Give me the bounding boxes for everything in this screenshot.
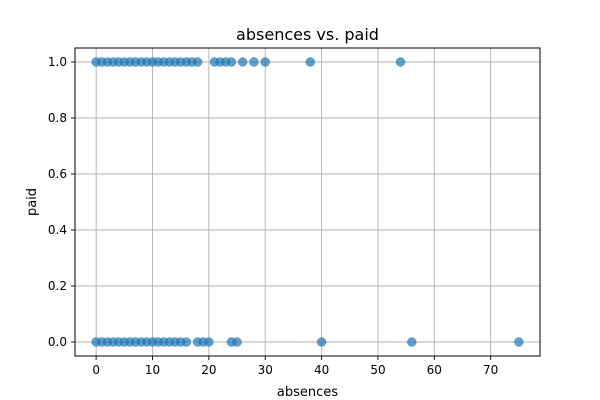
data-point bbox=[407, 337, 417, 347]
data-point bbox=[237, 57, 248, 67]
data-point bbox=[395, 57, 406, 67]
chart-title: absences vs. paid bbox=[236, 25, 379, 44]
x-tick-label: 30 bbox=[258, 363, 273, 377]
data-point bbox=[514, 337, 524, 347]
y-tick-label: 0.2 bbox=[48, 279, 67, 293]
data-point bbox=[204, 337, 214, 347]
y-axis-label: paid bbox=[25, 188, 40, 216]
y-tick-label: 0.8 bbox=[48, 111, 67, 125]
y-tick-label: 0.0 bbox=[48, 335, 67, 349]
data-point bbox=[260, 57, 270, 67]
y-tick-label: 0.6 bbox=[48, 167, 67, 181]
ticks-layer: 0 10 20 30 40 50 60 70 0.0 0.2 0.4 0.6 0.8 1.0 bbox=[48, 55, 498, 377]
data-point bbox=[232, 337, 242, 347]
data-point bbox=[249, 57, 259, 67]
grid-layer bbox=[75, 48, 540, 356]
data-point bbox=[316, 337, 327, 347]
x-tick-label: 70 bbox=[483, 363, 498, 377]
x-axis-label: absences bbox=[277, 385, 338, 400]
y-tick-label: 0.4 bbox=[48, 223, 67, 237]
x-tick-label: 50 bbox=[370, 363, 385, 377]
x-tick-label: 0 bbox=[92, 363, 100, 377]
data-point bbox=[226, 57, 237, 67]
plot-frame bbox=[74, 47, 541, 357]
y-tick-label: 1.0 bbox=[48, 55, 67, 69]
x-tick-label: 10 bbox=[145, 363, 160, 377]
data-point bbox=[305, 57, 316, 67]
x-tick-label: 20 bbox=[201, 363, 216, 377]
data-point bbox=[181, 337, 192, 347]
x-tick-label: 60 bbox=[427, 363, 442, 377]
x-tick-label: 40 bbox=[314, 363, 329, 377]
points-layer bbox=[91, 57, 524, 347]
data-point bbox=[192, 57, 203, 67]
